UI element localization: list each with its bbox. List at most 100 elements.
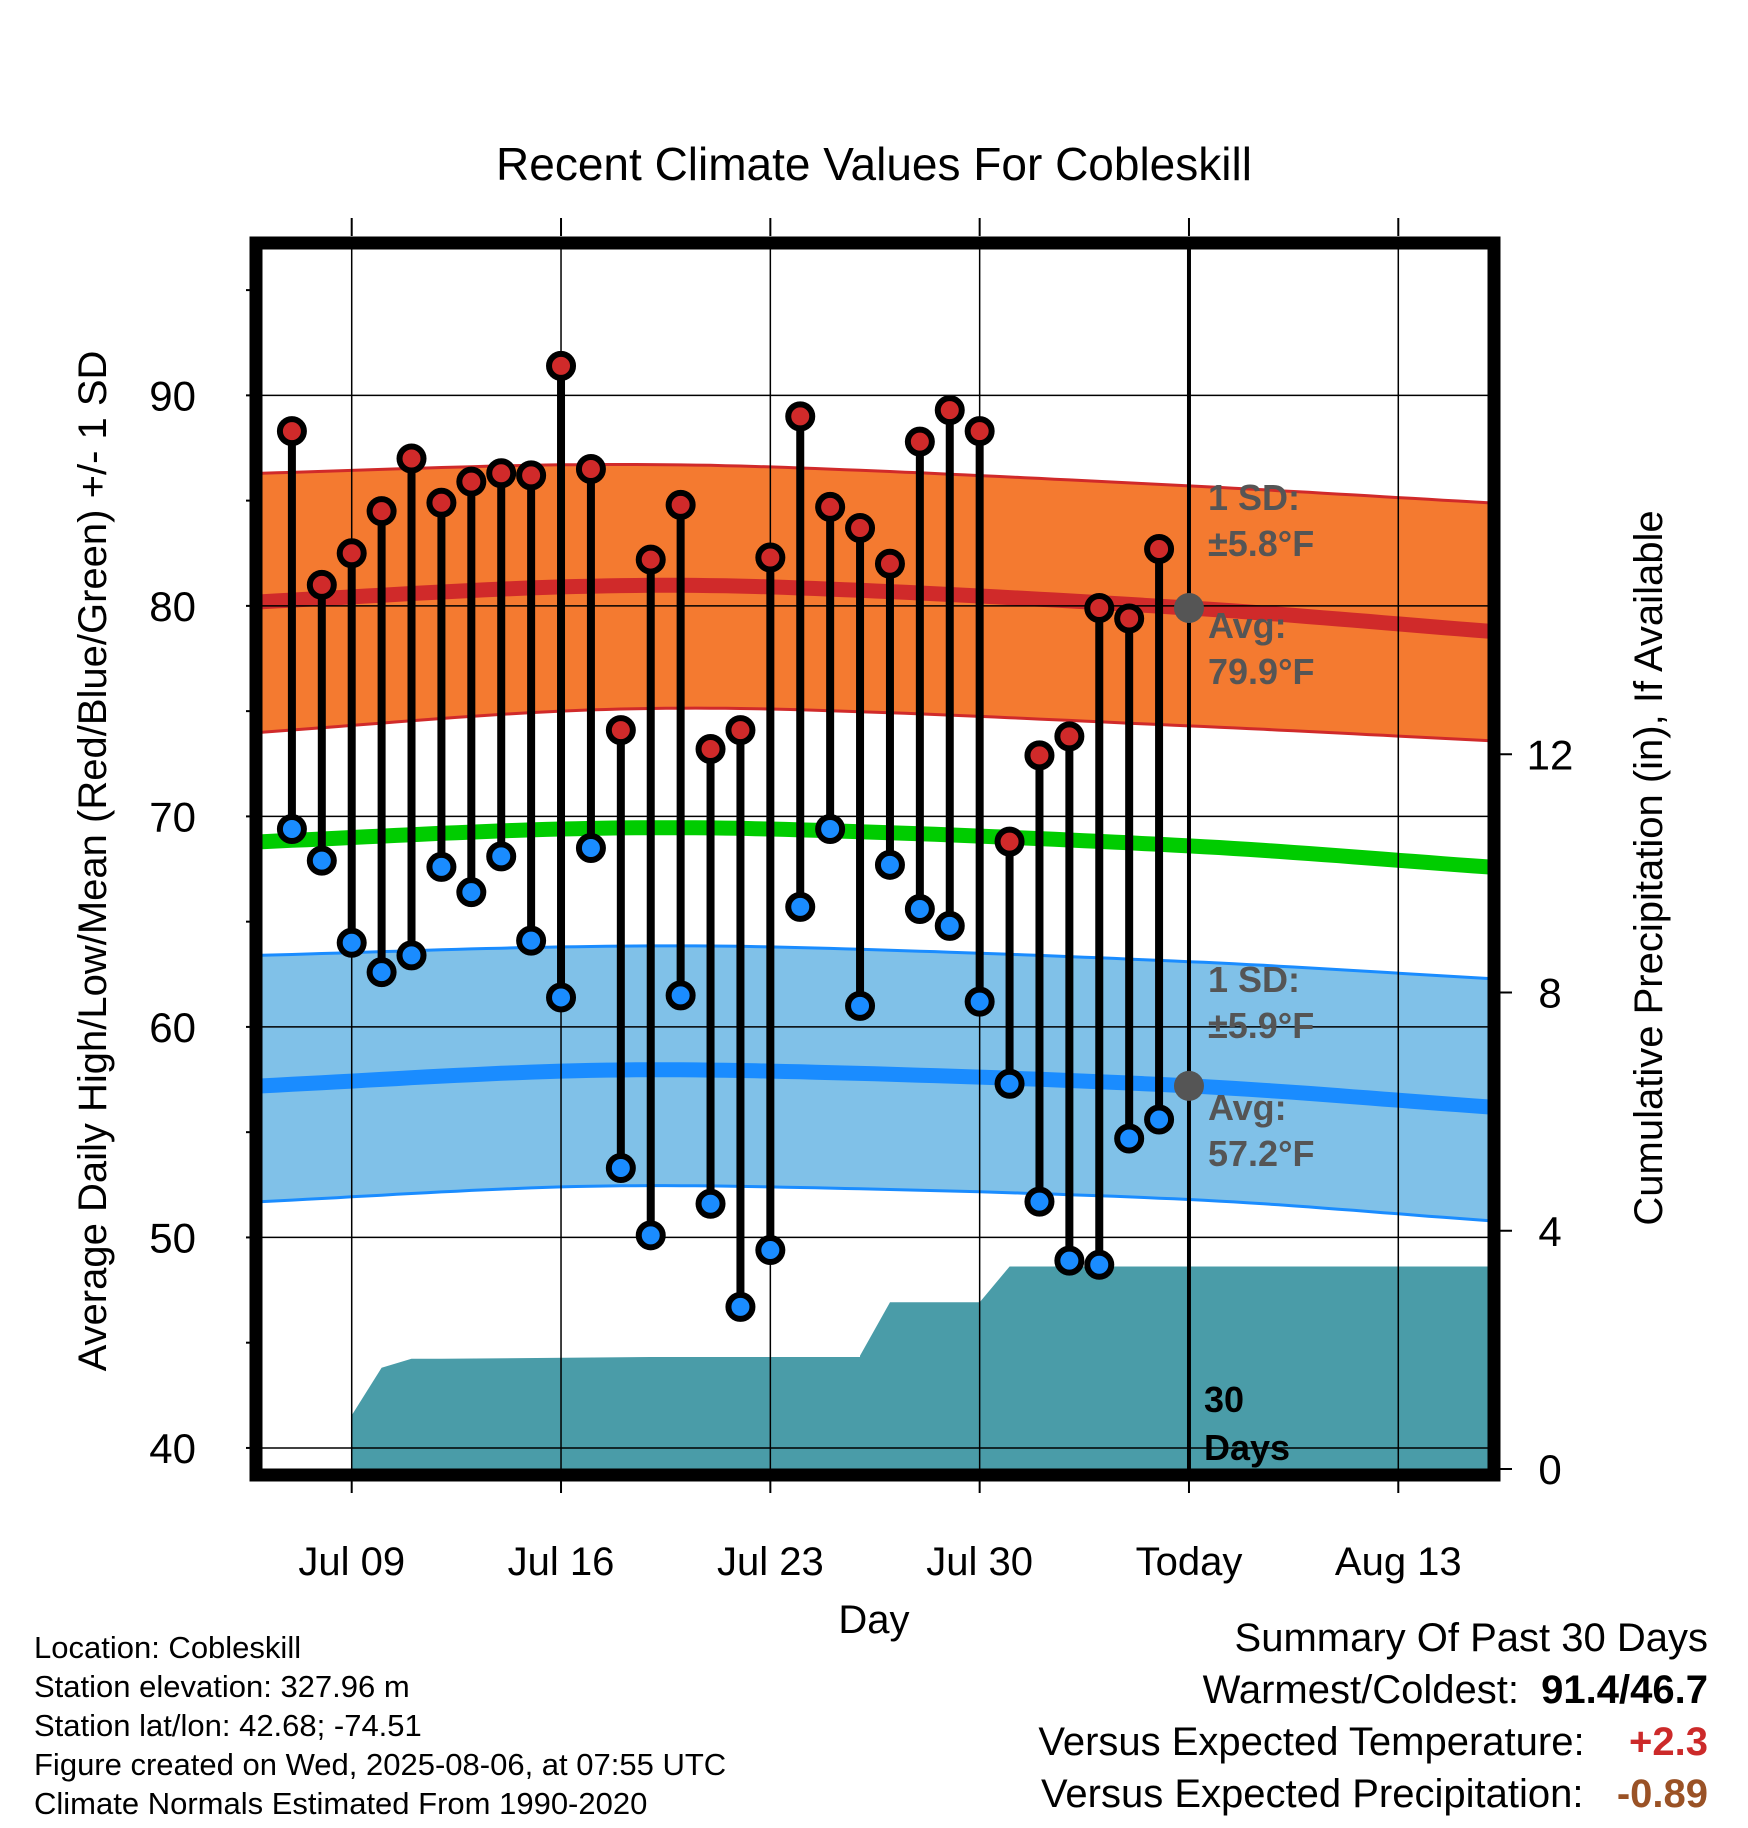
x-tick-label: Jul 09 xyxy=(298,1540,405,1584)
high-sd-band xyxy=(262,464,1488,741)
high-temp-dot xyxy=(964,416,995,447)
low-temp-dot xyxy=(934,910,965,941)
high-temp-dot xyxy=(1024,740,1055,771)
y-tick-label: 40 xyxy=(149,1425,196,1472)
high-temp-dot xyxy=(815,491,846,522)
low-temp-dot xyxy=(874,849,905,880)
high-temp-dot xyxy=(605,715,636,746)
footer-elevation: Station elevation: 327.96 m xyxy=(34,1669,410,1704)
high-temp-dot xyxy=(665,489,696,520)
summary-precip: Versus Expected Precipitation: -0.89 xyxy=(1041,1772,1708,1817)
high-average-line xyxy=(262,577,1488,639)
footer-latlon: Station lat/lon: 42.68; -74.51 xyxy=(34,1708,422,1743)
footer-location: Location: Cobleskill xyxy=(34,1630,302,1665)
warm-cold-label: Warmest/Coldest: xyxy=(1202,1668,1519,1712)
low-temp-dot xyxy=(486,841,517,872)
high-temp-dot xyxy=(1084,592,1115,623)
high-temp-dot xyxy=(904,426,935,457)
low-temp-dot xyxy=(456,877,487,908)
high-temp-dot xyxy=(725,715,756,746)
footer-created: Figure created on Wed, 2025-08-06, at 07… xyxy=(34,1747,727,1782)
y-tick-label: 70 xyxy=(149,793,196,840)
precipitation-area xyxy=(321,1266,1488,1469)
temp-label: Versus Expected Temperature: xyxy=(1038,1720,1585,1764)
summary-temp: Versus Expected Temperature: +2.3 xyxy=(1038,1720,1708,1765)
warm-cold-value: 91.4/46.7 xyxy=(1541,1668,1708,1712)
high-temp-dot xyxy=(336,538,367,569)
low-avg-value: 57.2°F xyxy=(1208,1133,1314,1174)
low-temp-dot xyxy=(904,894,935,925)
x-tick-label: Jul 16 xyxy=(508,1540,615,1584)
x-tick-label: Jul 23 xyxy=(717,1540,824,1584)
low-temp-dot xyxy=(1084,1249,1115,1280)
low-sd-label: 1 SD: xyxy=(1208,959,1300,1000)
high-temp-dot xyxy=(276,416,307,447)
high-temp-dot xyxy=(396,443,427,474)
high-temp-dot xyxy=(1054,721,1085,752)
high-sd-value: ±5.8°F xyxy=(1208,523,1314,564)
low-temp-dot xyxy=(665,980,696,1011)
high-temp-dot xyxy=(366,496,397,527)
temp-value: +2.3 xyxy=(1629,1720,1708,1764)
precip-label: Versus Expected Precipitation: xyxy=(1040,1772,1584,1816)
today-low-normal-dot xyxy=(1173,1070,1204,1101)
low-sd-value: ±5.9°F xyxy=(1208,1005,1314,1046)
annotations: 1 SD: ±5.8°F Avg: 79.9°F 1 SD: ±5.9°F Av… xyxy=(1204,477,1314,1468)
x-tick-label: Aug 13 xyxy=(1335,1540,1462,1584)
y2-tick-label: 12 xyxy=(1527,731,1574,778)
today-high-normal-dot xyxy=(1173,592,1204,623)
low-temp-dot xyxy=(994,1068,1025,1099)
high-temp-dot xyxy=(934,395,965,426)
high-band-upper-edge xyxy=(262,463,1488,505)
high-temp-dot xyxy=(426,487,457,518)
low-temp-dot xyxy=(755,1235,786,1266)
high-temp-dot xyxy=(785,401,816,432)
precip-value: -0.89 xyxy=(1616,1772,1708,1816)
high-temp-dot xyxy=(755,542,786,573)
y-tick-label: 90 xyxy=(149,372,196,419)
low-temp-dot xyxy=(725,1291,756,1322)
high-temp-dot xyxy=(486,458,517,489)
low-temp-dot xyxy=(1114,1123,1145,1154)
plot-frame xyxy=(249,236,1501,1482)
high-temp-dot xyxy=(1144,534,1175,565)
low-temp-dot xyxy=(785,891,816,922)
low-temp-dot xyxy=(1054,1245,1085,1276)
low-temp-dot xyxy=(306,845,337,876)
x-axis-label: Day xyxy=(838,1598,909,1642)
low-temp-dot xyxy=(845,990,876,1021)
low-sd-band xyxy=(262,945,1488,1221)
low-temp-dot xyxy=(575,832,606,863)
low-average-line xyxy=(262,1062,1488,1115)
high-band-lower-edge xyxy=(262,706,1488,743)
low-temp-dot xyxy=(426,851,457,882)
x-tick-label: Jul 30 xyxy=(926,1540,1033,1584)
low-temp-dot xyxy=(516,925,547,956)
low-temp-dot xyxy=(695,1188,726,1219)
chart-title: Recent Climate Values For Cobleskill xyxy=(496,138,1252,190)
high-temp-dot xyxy=(1114,603,1145,634)
high-avg-label: Avg: xyxy=(1208,605,1287,646)
summary-warm-cold: Warmest/Coldest: 91.4/46.7 xyxy=(1203,1668,1708,1713)
summary-title: Summary Of Past 30 Days xyxy=(1234,1616,1708,1660)
low-temp-dot xyxy=(336,927,367,958)
low-temp-dot xyxy=(1144,1104,1175,1135)
high-sd-label: 1 SD: xyxy=(1208,477,1300,518)
high-temp-dot xyxy=(306,569,337,600)
footer-normals: Climate Normals Estimated From 1990-2020 xyxy=(34,1786,648,1821)
low-temp-dot xyxy=(546,982,577,1013)
low-temp-dot xyxy=(815,814,846,845)
high-temp-dot xyxy=(546,350,577,381)
low-temp-dot xyxy=(1024,1186,1055,1217)
low-band-lower-edge xyxy=(262,1184,1488,1223)
y-axis-label: Average Daily High/Low/Mean (Red/Blue/Gr… xyxy=(71,351,115,1372)
x-tick-label: Today xyxy=(1136,1540,1243,1584)
low-avg-label: Avg: xyxy=(1208,1087,1287,1128)
low-band-upper-edge xyxy=(262,944,1488,980)
y2-axis-label: Cumulative Precipitation (in), If Availa… xyxy=(1627,510,1671,1225)
high-avg-value: 79.9°F xyxy=(1208,651,1314,692)
high-temp-dot xyxy=(874,548,905,579)
high-temp-dot xyxy=(994,826,1025,857)
high-temp-dot xyxy=(456,466,487,497)
